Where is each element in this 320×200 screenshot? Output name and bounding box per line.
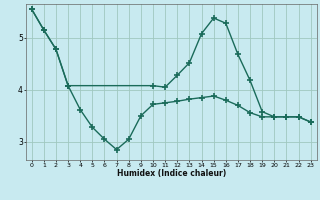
X-axis label: Humidex (Indice chaleur): Humidex (Indice chaleur) xyxy=(116,169,226,178)
